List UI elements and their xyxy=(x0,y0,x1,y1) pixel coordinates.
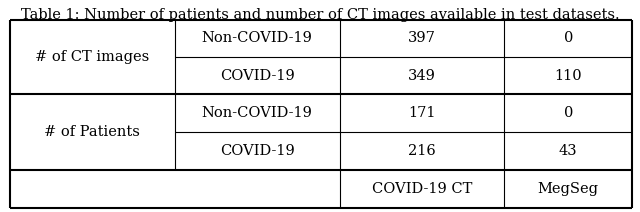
Text: 397: 397 xyxy=(408,31,436,45)
Text: # of CT images: # of CT images xyxy=(35,50,150,64)
Text: Table 1: Number of patients and number of CT images available in test datasets.: Table 1: Number of patients and number o… xyxy=(20,8,620,22)
Text: 0: 0 xyxy=(564,31,573,45)
Text: 0: 0 xyxy=(564,106,573,120)
Text: COVID-19: COVID-19 xyxy=(220,144,294,158)
Text: 216: 216 xyxy=(408,144,436,158)
Text: # of Patients: # of Patients xyxy=(44,125,140,139)
Text: COVID-19: COVID-19 xyxy=(220,68,294,83)
Text: Non-COVID-19: Non-COVID-19 xyxy=(202,31,313,45)
Text: COVID-19 CT: COVID-19 CT xyxy=(372,182,472,196)
Text: 171: 171 xyxy=(408,106,436,120)
Text: 43: 43 xyxy=(559,144,577,158)
Text: 349: 349 xyxy=(408,68,436,83)
Text: 110: 110 xyxy=(554,68,582,83)
Text: Non-COVID-19: Non-COVID-19 xyxy=(202,106,313,120)
Text: MegSeg: MegSeg xyxy=(538,182,599,196)
